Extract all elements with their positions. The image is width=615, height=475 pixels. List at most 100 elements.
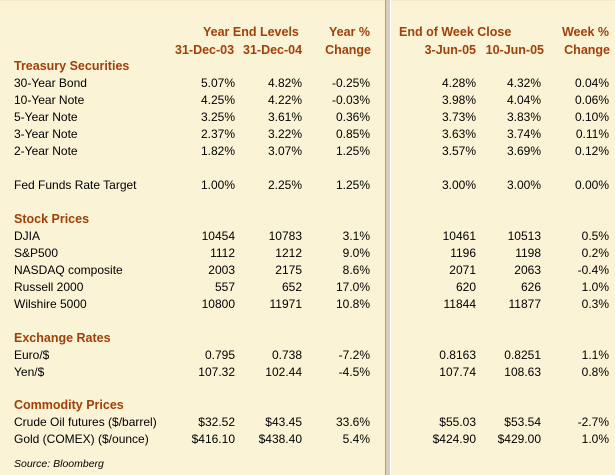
table-row: 3-Year Note 2.37% 3.22% 0.85% 3.63% 3.74…: [0, 126, 615, 143]
value-jun3: 0.8163: [439, 348, 476, 362]
row-label: Crude Oil futures ($/barrel): [14, 415, 157, 429]
value-jun3: 3.57%: [441, 144, 476, 158]
header-year-change: Change: [325, 43, 371, 57]
table-row: Euro/$ 0.795 0.738 -7.2% 0.8163 0.8251 1…: [0, 347, 615, 364]
value-jun10: 11877: [508, 297, 541, 311]
value-year-change: 0.85%: [335, 127, 370, 141]
value-jun3: 620: [455, 280, 476, 294]
value-year-change: 1.25%: [335, 178, 370, 192]
value-jun3: 1196: [450, 246, 476, 260]
value-jun10: $53.54: [504, 415, 541, 429]
value-jun3: 10461: [442, 229, 476, 243]
value-dec03: 107.32: [198, 365, 235, 379]
value-jun10: 3.00%: [506, 178, 541, 192]
value-dec03: 5.07%: [200, 76, 235, 90]
table-row: DJIA 10454 10783 3.1% 10461 10513 0.5%: [0, 228, 615, 245]
value-week-change: 1.0%: [581, 432, 609, 446]
value-year-change: -0.03%: [331, 93, 370, 107]
value-week-change: -0.4%: [577, 263, 609, 277]
value-week-change: 0.12%: [574, 144, 609, 158]
value-dec03: $416.10: [191, 432, 235, 446]
row-label: 30-Year Bond: [14, 76, 87, 90]
value-dec03: 1112: [210, 246, 235, 260]
row-label: 2-Year Note: [14, 144, 78, 158]
row-label: Euro/$: [14, 348, 50, 362]
week-close-panel: [391, 0, 615, 475]
value-week-change: 0.10%: [574, 110, 609, 124]
row-label: 10-Year Note: [14, 93, 85, 107]
table-row: Crude Oil futures ($/barrel) $32.52 $43.…: [0, 414, 615, 431]
value-dec04: 11971: [269, 297, 302, 311]
value-year-change: -4.5%: [338, 365, 370, 379]
row-label: Wilshire 5000: [14, 297, 87, 311]
value-week-change: 1.0%: [581, 280, 609, 294]
header-week-change: Change: [564, 43, 610, 57]
value-year-change: 0.36%: [335, 110, 370, 124]
value-dec03: 2.37%: [200, 127, 235, 141]
value-jun3: $55.03: [439, 415, 476, 429]
value-dec04: 3.61%: [267, 110, 302, 124]
source-note: Source: Bloomberg: [14, 458, 104, 470]
section-stocks: Stock Prices: [14, 212, 90, 226]
value-dec03: 3.25%: [200, 110, 235, 124]
value-dec04: 2175: [275, 263, 302, 277]
value-week-change: -2.7%: [577, 415, 609, 429]
value-dec04: $438.40: [258, 432, 302, 446]
value-year-change: 8.6%: [342, 263, 370, 277]
value-dec04: 10783: [268, 229, 302, 243]
value-dec03: 0.795: [204, 348, 235, 362]
table-row: Yen/$ 107.32 102.44 -4.5% 107.74 108.63 …: [0, 364, 615, 381]
section-fx: Exchange Rates: [14, 331, 111, 345]
value-jun3: $424.90: [432, 432, 476, 446]
value-jun3: 3.73%: [441, 110, 476, 124]
value-week-change: 0.3%: [581, 297, 609, 311]
value-jun3: 2071: [449, 263, 476, 277]
value-jun3: 3.00%: [441, 178, 476, 192]
value-year-change: 3.1%: [342, 229, 370, 243]
header-date-jun3: 3-Jun-05: [424, 43, 476, 57]
value-dec04: 0.738: [271, 348, 302, 362]
value-jun10: 3.83%: [506, 110, 541, 124]
value-year-change: 33.6%: [335, 415, 370, 429]
value-jun10: 10513: [507, 229, 541, 243]
value-jun3: 4.28%: [441, 76, 476, 90]
value-dec04: 4.22%: [267, 93, 302, 107]
table-row: 2-Year Note 1.82% 3.07% 1.25% 3.57% 3.69…: [0, 143, 615, 160]
value-jun10: 2063: [514, 263, 541, 277]
value-week-change: 0.8%: [581, 365, 609, 379]
value-dec03: $32.52: [198, 415, 235, 429]
row-label: 3-Year Note: [14, 127, 78, 141]
value-jun10: 0.8251: [504, 348, 541, 362]
row-label: Gold (COMEX) ($/ounce): [14, 432, 149, 446]
row-label: Yen/$: [14, 365, 45, 379]
value-year-change: 17.0%: [335, 280, 370, 294]
year-end-panel: [0, 0, 385, 1]
value-week-change: 0.2%: [581, 246, 609, 260]
value-jun10: 1198: [515, 246, 541, 260]
value-dec03: 2003: [208, 263, 235, 277]
value-dec04: 4.82%: [267, 76, 302, 90]
value-dec04: 1212: [275, 246, 302, 260]
value-jun3: 11844: [443, 297, 476, 311]
value-week-change: 0.06%: [574, 93, 609, 107]
value-jun10: $429.00: [497, 432, 541, 446]
value-jun10: 4.04%: [506, 93, 541, 107]
value-dec04: 102.44: [265, 365, 302, 379]
row-label: S&P500: [14, 246, 59, 260]
row-label: DJIA: [14, 229, 41, 243]
value-jun3: 107.74: [439, 365, 476, 379]
value-dec03: 1.82%: [200, 144, 235, 158]
value-dec04: $43.45: [265, 415, 302, 429]
header-date-2003: 31-Dec-03: [175, 43, 235, 57]
value-week-change: 0.04%: [574, 76, 609, 90]
value-dec03: 557: [214, 280, 235, 294]
table-row: 10-Year Note 4.25% 4.22% -0.03% 3.98% 4.…: [0, 92, 615, 109]
table-row: NASDAQ composite 2003 2175 8.6% 2071 206…: [0, 262, 615, 279]
header-date-2004: 31-Dec-04: [243, 43, 303, 57]
value-year-change: -7.2%: [338, 348, 370, 362]
value-jun10: 4.32%: [506, 76, 541, 90]
value-jun10: 108.63: [504, 365, 541, 379]
header-week-pct: Week %: [561, 25, 609, 39]
row-label: Russell 2000: [14, 280, 84, 294]
